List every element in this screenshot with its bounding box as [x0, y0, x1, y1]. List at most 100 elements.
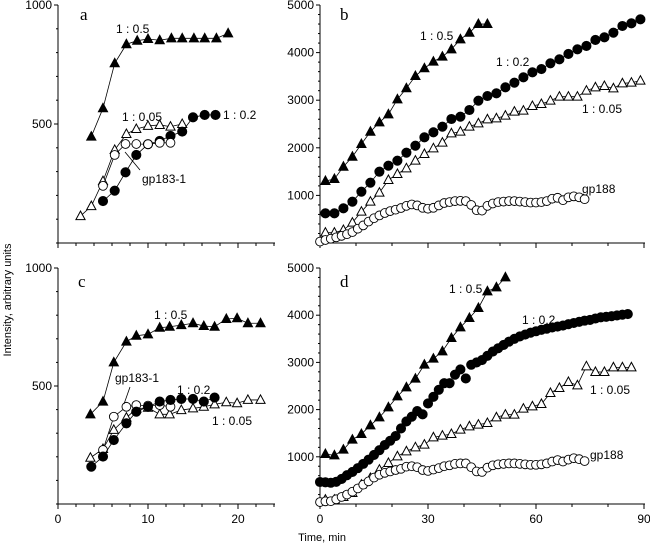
data-point — [579, 456, 590, 466]
data-point — [491, 88, 502, 99]
data-point — [154, 408, 166, 419]
data-point — [154, 118, 166, 129]
data-point — [598, 365, 610, 376]
data-point — [499, 271, 511, 282]
data-point — [188, 32, 200, 43]
series-1-0-05 — [319, 74, 646, 237]
data-point — [364, 195, 376, 206]
series-gp183-1 — [98, 137, 176, 191]
data-point — [364, 419, 376, 430]
data-point — [164, 320, 176, 331]
data-point — [382, 456, 394, 467]
data-point — [86, 461, 97, 472]
data-point — [608, 27, 619, 38]
data-point — [418, 438, 430, 449]
series-label: 1 : 0.2 — [177, 383, 211, 397]
series-label: gp183-1 — [115, 371, 159, 385]
series-label: 1 : 0.2 — [496, 55, 530, 69]
data-point — [187, 393, 199, 405]
data-point — [120, 335, 132, 346]
data-point — [536, 63, 547, 75]
data-point — [187, 317, 199, 328]
series-label: gp183-1 — [142, 172, 186, 186]
data-point — [562, 375, 574, 386]
data-point — [490, 411, 502, 422]
data-point — [209, 320, 221, 331]
data-point — [625, 76, 637, 87]
data-point — [365, 177, 376, 188]
data-point — [374, 166, 385, 177]
y-tick-label: 2000 — [287, 141, 314, 155]
data-point — [481, 416, 493, 428]
data-point — [391, 390, 403, 401]
data-point — [473, 95, 484, 106]
data-point — [108, 411, 119, 422]
data-point — [589, 365, 601, 376]
data-point — [553, 381, 565, 392]
data-point — [242, 317, 254, 328]
data-point — [626, 18, 637, 29]
panel-letter: c — [78, 272, 86, 291]
data-point — [346, 433, 358, 444]
data-point — [210, 109, 221, 121]
data-point — [109, 150, 120, 160]
data-point — [355, 427, 367, 439]
data-point — [436, 345, 448, 356]
data-point — [347, 196, 358, 207]
data-point — [165, 120, 176, 131]
data-point — [373, 186, 385, 197]
data-point — [579, 194, 590, 205]
data-point — [382, 173, 394, 184]
series-1-0-5 — [85, 27, 234, 141]
data-point — [428, 391, 439, 402]
x-tick-label: 0 — [55, 512, 62, 526]
data-point — [427, 352, 439, 363]
data-point — [176, 117, 188, 128]
data-point — [445, 331, 457, 342]
y-tick-label: 3000 — [287, 355, 314, 369]
y-axis-title: Intensity, arbitrary units — [2, 243, 14, 356]
series-1-0-05 — [75, 117, 188, 221]
data-point — [419, 132, 430, 143]
data-point — [527, 67, 538, 78]
data-point — [482, 90, 493, 102]
data-point — [589, 81, 601, 92]
y-tick-label: 5000 — [287, 261, 314, 275]
data-point — [418, 147, 430, 158]
data-point — [508, 408, 520, 419]
data-point — [599, 32, 610, 43]
data-point — [463, 120, 475, 131]
y-tick-label: 500 — [32, 379, 52, 393]
data-point — [154, 137, 165, 148]
data-point — [409, 69, 421, 81]
data-point — [120, 167, 131, 178]
data-point — [75, 210, 86, 221]
data-point — [130, 329, 142, 340]
data-point — [209, 398, 221, 409]
data-point — [338, 203, 349, 214]
data-point — [554, 54, 565, 65]
data-point — [131, 34, 143, 45]
data-point — [463, 420, 475, 431]
panel-letter: b — [340, 5, 349, 24]
data-point — [97, 395, 109, 406]
data-point — [176, 32, 188, 43]
data-point — [445, 43, 457, 54]
y-tick-label: 1000 — [287, 188, 314, 202]
x-tick-label: 60 — [529, 512, 543, 526]
data-point — [571, 379, 583, 390]
label-leader-line — [124, 151, 141, 171]
data-point — [142, 32, 154, 44]
data-point — [395, 423, 407, 434]
data-point — [445, 427, 457, 439]
data-point — [635, 14, 646, 25]
data-point — [199, 32, 211, 43]
data-point — [130, 122, 142, 133]
data-point — [187, 112, 199, 123]
data-point — [499, 408, 511, 419]
data-point — [463, 311, 475, 322]
label-leader-line — [123, 386, 131, 405]
series-gp188 — [315, 453, 590, 507]
data-point — [319, 174, 331, 185]
data-point — [392, 155, 403, 166]
